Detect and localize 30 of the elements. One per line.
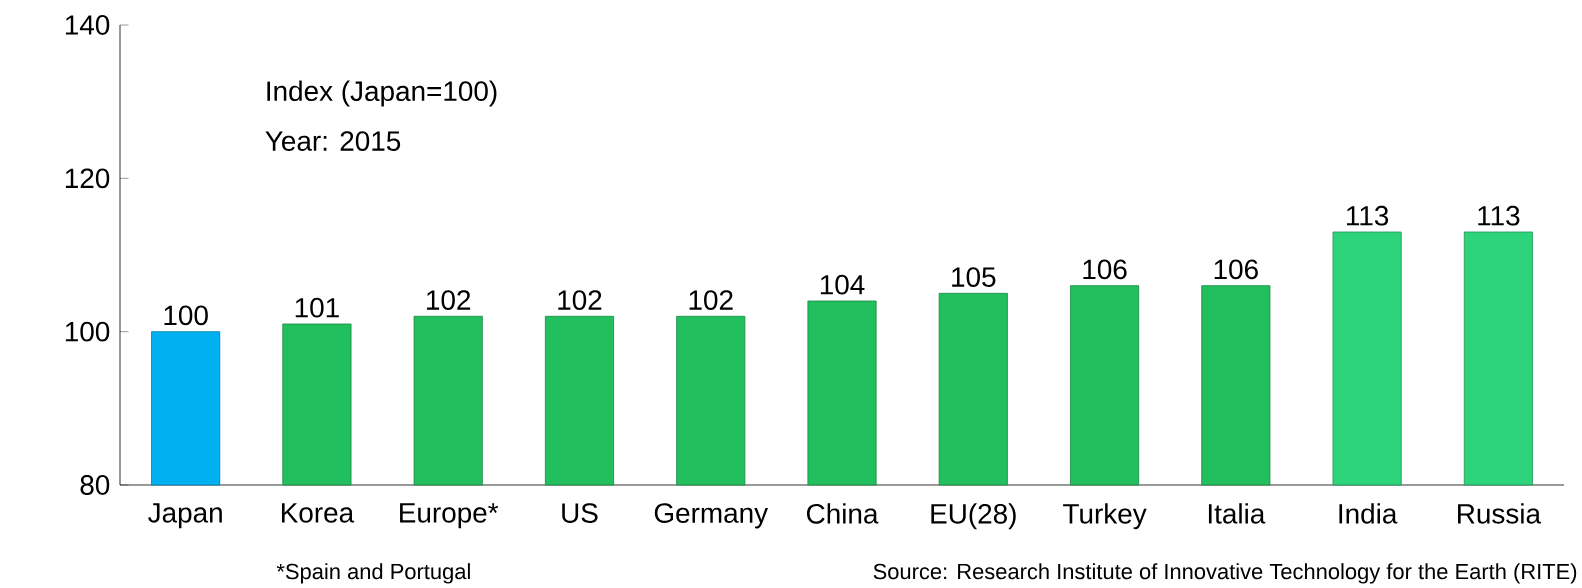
x-tick-label: India [1339,503,1398,524]
x-tick-label: US [562,503,598,523]
source-note: Source: Research Institute of Innovative Technology for the Earth (RITE) [873,563,1577,584]
data-label: 100 [164,305,208,326]
x-tick-label: Turkey [1063,503,1147,530]
data-label: 102 [689,290,733,310]
data-label: 105 [952,267,996,287]
data-label: 113 [1347,205,1389,226]
y-tick-label: 120 [65,168,110,189]
y-tick-label: 100 [65,321,110,342]
x-tick-label: Russia [1458,503,1542,524]
data-label: 101 [295,297,339,318]
data-label: 104 [820,274,865,295]
data-label: 102 [427,290,471,310]
x-tick-label: China [806,503,879,524]
x-tick-label: Europe* [400,503,499,529]
x-tick-label: EU(28) [931,503,1016,530]
data-label: 102 [558,290,602,310]
x-tick-label: Germany [654,503,769,529]
x-tick-label: Korea [281,503,355,523]
y-tick-label: 140 [65,15,110,35]
data-label: 113 [1478,205,1520,226]
y-tick-label: 80 [80,475,110,495]
x-tick-label: Japan [148,503,222,529]
text: *Spain and Portugal [276,563,470,584]
annotation: Index (Japan=100) [267,80,497,107]
annotation: Year: 2015 [265,131,401,151]
data-label: 106 [1083,259,1127,280]
x-tick-label: Italia [1208,503,1266,524]
data-label: 106 [1214,259,1258,280]
